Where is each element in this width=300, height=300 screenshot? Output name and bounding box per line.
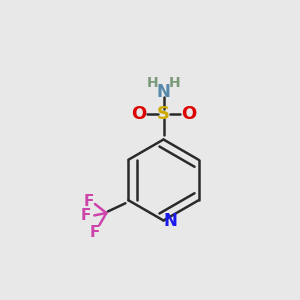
Text: F: F	[83, 194, 94, 209]
Text: F: F	[81, 208, 91, 224]
Text: F: F	[90, 225, 100, 240]
Text: N: N	[163, 212, 177, 230]
Text: H: H	[169, 76, 181, 90]
Text: O: O	[131, 105, 146, 123]
Text: O: O	[181, 105, 196, 123]
Text: S: S	[157, 105, 170, 123]
Text: H: H	[146, 76, 158, 90]
Text: N: N	[157, 82, 170, 100]
